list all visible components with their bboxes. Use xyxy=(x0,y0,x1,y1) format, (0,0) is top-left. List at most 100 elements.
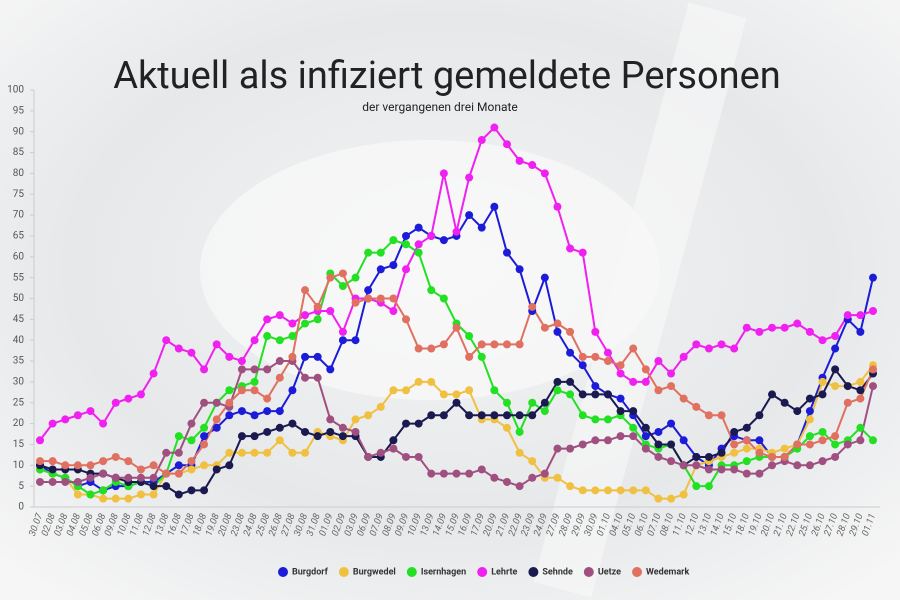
data-point xyxy=(629,423,638,432)
data-point xyxy=(338,281,347,290)
data-point xyxy=(869,365,877,374)
data-point xyxy=(263,427,272,436)
data-point xyxy=(212,398,221,407)
data-point xyxy=(465,411,474,420)
data-point xyxy=(111,473,120,482)
data-point xyxy=(818,336,827,345)
data-point xyxy=(502,398,511,407)
y-tick-label: 30 xyxy=(13,377,25,388)
data-point xyxy=(667,382,676,391)
data-point xyxy=(692,482,701,491)
data-point xyxy=(162,448,171,457)
legend-marker xyxy=(583,567,594,577)
data-point xyxy=(869,307,877,316)
data-point xyxy=(200,461,209,470)
data-point xyxy=(742,457,751,466)
data-point xyxy=(301,448,310,457)
y-tick-label: 20 xyxy=(13,418,25,429)
data-point xyxy=(402,419,411,428)
data-point xyxy=(313,315,322,324)
y-tick-label: 50 xyxy=(13,293,25,304)
data-point xyxy=(389,444,398,453)
legend-marker xyxy=(528,567,539,577)
data-point xyxy=(263,315,272,324)
data-point xyxy=(869,273,877,282)
data-point xyxy=(742,436,751,445)
data-point xyxy=(301,352,310,361)
data-point xyxy=(515,156,524,165)
data-point xyxy=(578,361,587,370)
data-point xyxy=(225,352,234,361)
data-point xyxy=(717,448,726,457)
data-point xyxy=(730,448,739,457)
data-point xyxy=(237,448,246,457)
data-point xyxy=(869,382,877,391)
data-point xyxy=(402,231,411,240)
data-point xyxy=(553,327,562,336)
data-point xyxy=(477,136,486,145)
data-point xyxy=(73,477,82,486)
data-point xyxy=(86,407,95,416)
data-point xyxy=(528,398,537,407)
data-point xyxy=(36,477,44,486)
data-point xyxy=(452,390,461,399)
y-tick-label: 70 xyxy=(13,210,25,221)
data-point xyxy=(376,402,385,411)
data-point xyxy=(717,340,726,349)
data-point xyxy=(515,411,524,420)
data-point xyxy=(540,469,549,478)
data-point xyxy=(338,269,347,278)
data-point xyxy=(553,202,562,211)
y-tick-label: 25 xyxy=(13,397,25,408)
data-point xyxy=(351,273,360,282)
data-point xyxy=(679,436,688,445)
data-point xyxy=(805,394,814,403)
data-point xyxy=(780,452,789,461)
data-point xyxy=(704,482,713,491)
data-point xyxy=(717,465,726,474)
data-point xyxy=(225,398,234,407)
data-point xyxy=(99,494,108,503)
data-point xyxy=(402,315,411,324)
data-point xyxy=(591,486,600,495)
data-point xyxy=(780,398,789,407)
data-point xyxy=(591,415,600,424)
data-point xyxy=(578,352,587,361)
data-point xyxy=(869,436,877,445)
data-point xyxy=(490,473,499,482)
data-point xyxy=(566,482,575,491)
data-point xyxy=(805,415,814,424)
data-point xyxy=(301,373,310,382)
data-point xyxy=(162,336,171,345)
data-point xyxy=(351,427,360,436)
data-point xyxy=(742,469,751,478)
data-point xyxy=(528,161,537,170)
data-point xyxy=(528,411,537,420)
data-point xyxy=(730,427,739,436)
data-point xyxy=(402,452,411,461)
data-point xyxy=(540,323,549,332)
data-point xyxy=(477,411,486,420)
data-point xyxy=(452,227,461,236)
data-point xyxy=(730,344,739,353)
data-point xyxy=(364,286,373,295)
data-point xyxy=(742,444,751,453)
data-point xyxy=(364,411,373,420)
y-tick-label: 90 xyxy=(13,126,25,137)
data-point xyxy=(174,448,183,457)
legend-marker xyxy=(477,567,488,577)
data-point xyxy=(225,411,234,420)
data-point xyxy=(540,273,549,282)
data-point xyxy=(793,440,802,449)
data-point xyxy=(856,436,865,445)
data-point xyxy=(692,452,701,461)
data-point xyxy=(502,248,511,257)
data-point xyxy=(616,486,625,495)
data-point xyxy=(376,248,385,257)
data-point xyxy=(591,327,600,336)
data-point xyxy=(263,394,272,403)
data-point xyxy=(162,482,171,491)
data-point xyxy=(263,365,272,374)
data-point xyxy=(616,432,625,441)
